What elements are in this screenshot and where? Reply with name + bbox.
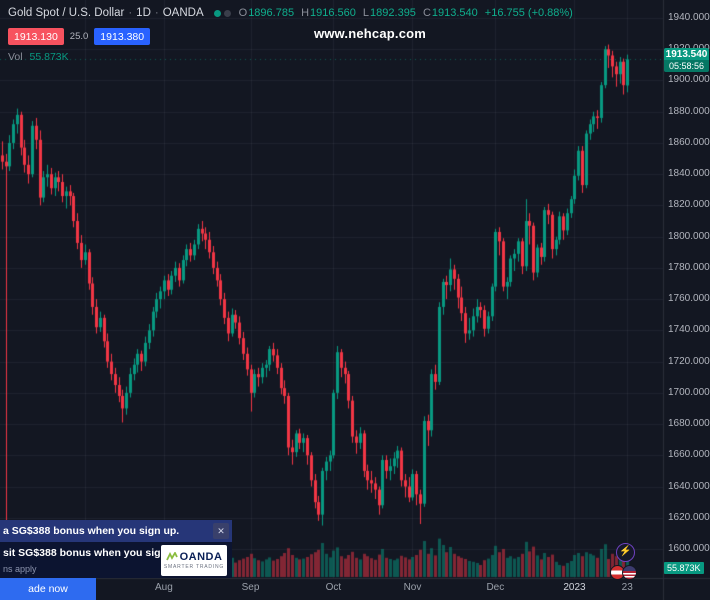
instrument-flag-icons [610,565,660,580]
close-value: 1913.540 [431,7,478,19]
usd-flag-icon [622,565,637,580]
ohlc-readout: O 1896.785 H 1916.560 L 1892.395 C 1913.540 … [239,7,573,19]
close-icon[interactable]: ✕ [213,523,229,539]
price-tick-label: 1660.000 [668,449,710,461]
price-tick-label: 1940.000 [668,12,710,23]
sell-button[interactable]: 1913.130 [8,28,64,45]
price-tick-label: 1880.000 [668,105,710,117]
green-dot-icon [213,9,221,17]
price-tick-label: 1680.000 [668,418,710,430]
boost-lightning-icon[interactable]: ⚡ [616,543,635,562]
spread-value: 25.0 [69,31,89,42]
bar-countdown: 05:58:56 [664,60,709,73]
oanda-logo-subtext: SMARTER TRADING [163,564,225,570]
oanda-logo-icon [165,552,178,561]
high-label: H [301,7,310,19]
time-tick-label: Sep [241,582,260,593]
ad-offer-text: sit SG$388 bonus when you sign up. [3,547,186,559]
market-status-toggle-icon[interactable] [213,9,231,17]
ad-banner[interactable]: a SG$388 bonus when you sign up. ✕ sit S… [0,520,232,600]
price-tick-label: 1860.000 [668,136,710,148]
price-tick-label: 1620.000 [668,511,710,523]
price-tick-label: 1900.000 [668,74,710,86]
volume-axis-label: 55.873K [664,562,704,574]
time-tick-label: Aug [154,582,173,593]
oanda-logo-text: OANDA [179,551,223,563]
price-tick-label: 1800.000 [668,230,710,242]
watermark-text: www.nehcap.com [313,26,427,41]
price-axis[interactable]: 1600.000 1620.000 1640.000 1660.000 1680.000… [663,0,710,578]
vol-value: 55.873K [29,51,69,63]
open-label: O [238,7,248,19]
change-value: +16.755 (+0.88%) [484,7,573,19]
price-tick-label: 1840.000 [668,168,710,180]
ad-terms-text: ns apply [3,564,37,574]
gray-dot-icon [223,9,231,17]
oanda-logo: OANDA SMARTER TRADING [161,545,227,576]
price-tick-label: 1760.000 [668,293,710,305]
price-tick-label: 1780.000 [668,261,710,273]
trade-now-button[interactable]: ade now [0,578,96,600]
time-tick-label: 23 [621,582,633,593]
time-tick-label: Nov [403,582,422,593]
price-tick-label: 1600.000 [668,543,710,554]
volume-indicator-row: Vol 55.873K [8,51,573,63]
interval-label: 1D [136,7,151,19]
ad-headline: a SG$388 bonus when you sign up. [0,520,232,542]
price-tick-label: 1700.000 [668,386,710,398]
exchange-label: OANDA [162,7,204,19]
open-value: 1896.785 [248,7,295,19]
vol-label: Vol [8,51,23,63]
price-tick-label: 1820.000 [668,199,710,211]
buy-button[interactable]: 1913.380 [94,28,151,45]
time-tick-label: Dec [486,582,505,593]
low-label: L [362,7,370,19]
price-tick-label: 1720.000 [668,355,710,367]
floating-widgets: ⚡ [610,543,660,580]
symbol-title[interactable]: Gold Spot / U.S. Dollar · 1D · OANDA [8,7,204,19]
high-value: 1916.560 [310,7,356,19]
chart-header: Gold Spot / U.S. Dollar · 1D · OANDA O 1896.7… [8,4,573,63]
price-tick-label: 1640.000 [668,480,710,492]
time-tick-label: 2023 [563,582,586,593]
last-price-label: 1913.540 05:58:56 [664,48,709,73]
time-tick-label: Oct [325,582,342,593]
close-label: C [422,7,431,19]
low-value: 1892.395 [370,7,416,19]
symbol-name: Gold Spot / U.S. Dollar [8,7,125,19]
price-tick-label: 1740.000 [668,324,710,336]
last-price-value: 1913.540 [665,49,708,61]
